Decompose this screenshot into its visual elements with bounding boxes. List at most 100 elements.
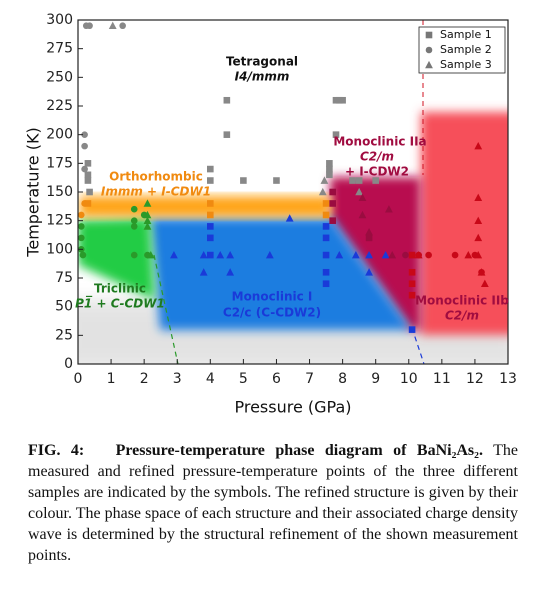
marker (130, 251, 138, 259)
marker (335, 250, 344, 259)
y-tick-label: 175 (46, 155, 73, 171)
marker (207, 200, 214, 207)
marker (474, 216, 483, 224)
legend-label: Sample 3 (440, 58, 492, 71)
annotation: C2/m (360, 150, 394, 164)
annotation: I4/mmm (235, 70, 290, 84)
caption-title: Pressure-temperature phase diagram of Ba… (115, 442, 483, 459)
marker (285, 214, 294, 222)
marker (207, 223, 214, 230)
marker (207, 177, 214, 184)
marker (408, 326, 416, 333)
annotation: Monoclinic IIa (333, 135, 426, 149)
marker (226, 268, 235, 276)
marker (326, 171, 333, 179)
marker (207, 165, 214, 173)
annotation: Orthorhombic (109, 170, 203, 184)
marker (78, 211, 85, 219)
marker (332, 96, 340, 104)
y-tick-label: 275 (46, 41, 73, 57)
marker (199, 268, 208, 276)
phase-regions (78, 20, 508, 364)
marker (358, 210, 367, 219)
x-tick-label: 12 (466, 371, 484, 387)
marker (81, 142, 88, 150)
marker (425, 251, 432, 259)
marker (365, 268, 373, 276)
x-tick-label: 5 (239, 371, 248, 387)
marker (381, 250, 390, 259)
annotation: Monoclinic IIb (415, 294, 509, 308)
marker (207, 234, 214, 242)
y-tick-label: 0 (64, 356, 73, 372)
marker (372, 177, 379, 184)
annotation: Immm + I-CDW1 (101, 185, 211, 199)
marker (349, 177, 356, 184)
marker (326, 165, 333, 173)
caption-label: FIG. 4: (28, 442, 85, 459)
marker (322, 223, 330, 230)
marker (408, 280, 416, 288)
x-tick-label: 7 (305, 371, 314, 387)
x-tick-label: 13 (499, 371, 517, 387)
x-tick-label: 3 (173, 371, 182, 387)
y-tick-label: 25 (55, 327, 73, 343)
marker (474, 250, 483, 259)
marker (265, 250, 274, 259)
annotation: Triclinic (94, 282, 146, 296)
marker (78, 234, 85, 242)
y-tick-label: 150 (46, 184, 73, 200)
legend-label: Sample 1 (440, 28, 492, 41)
marker (130, 223, 138, 230)
marker (84, 177, 92, 184)
marker (365, 234, 373, 242)
y-axis-label: Temperature (K) (24, 127, 43, 257)
y-tick-label: 75 (55, 270, 73, 286)
marker (143, 216, 152, 224)
marker (86, 188, 93, 196)
marker (365, 228, 373, 236)
x-tick-label: 10 (400, 371, 418, 387)
marker (408, 291, 416, 299)
x-tick-label: 11 (433, 371, 451, 387)
marker (322, 211, 330, 219)
marker (130, 217, 138, 224)
marker (81, 165, 88, 173)
marker (170, 250, 178, 259)
markers (78, 21, 489, 333)
marker (223, 131, 231, 138)
marker (81, 200, 88, 207)
marker (474, 193, 483, 202)
marker (451, 251, 459, 259)
y-tick-label: 300 (46, 12, 73, 28)
x-tick-label: 4 (206, 371, 215, 387)
y-tick-label: 200 (46, 127, 73, 143)
marker (332, 131, 340, 138)
marker (143, 199, 152, 207)
marker (408, 268, 416, 276)
marker (143, 222, 152, 230)
marker (81, 131, 88, 138)
marker (425, 46, 433, 54)
marker (199, 250, 208, 259)
marker (474, 233, 483, 242)
marker (207, 211, 214, 219)
marker (84, 200, 92, 207)
x-tick-label: 1 (107, 371, 116, 387)
marker (273, 177, 280, 184)
marker (355, 187, 364, 196)
marker (322, 200, 330, 207)
marker (108, 21, 117, 30)
marker (86, 22, 93, 30)
chart: Tetragonal I4/mmm Orthorhombic Immm + I-… (24, 12, 517, 417)
annotation: Tetragonal (226, 55, 298, 69)
annotation: C2/m (445, 309, 479, 323)
x-tick-label: 0 (74, 371, 83, 387)
x-tick-label: 2 (140, 371, 149, 387)
x-tick-label: 9 (371, 371, 380, 387)
marker (329, 217, 336, 224)
y-tick-label: 225 (46, 98, 73, 114)
marker (464, 250, 473, 259)
x-axis-label: Pressure (GPa) (234, 398, 351, 417)
